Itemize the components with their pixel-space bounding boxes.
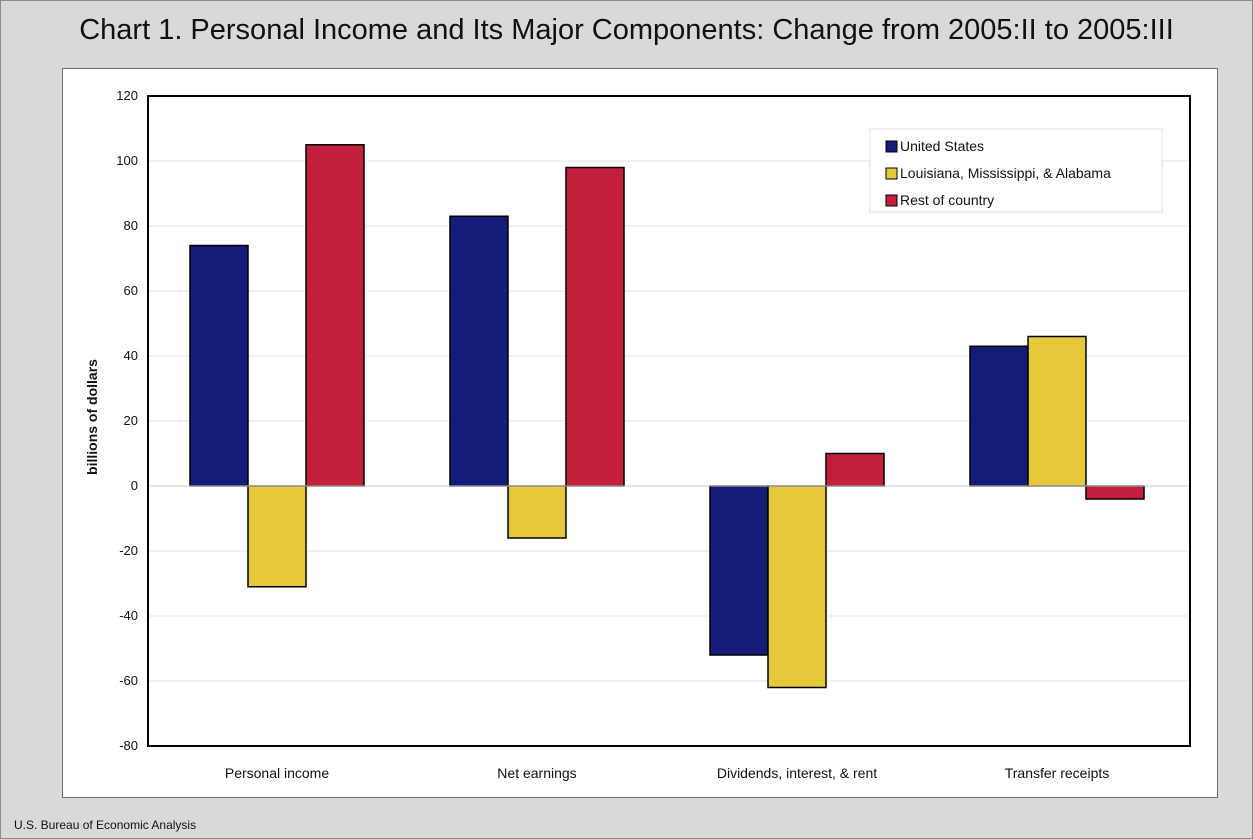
source-footer: U.S. Bureau of Economic Analysis	[14, 818, 197, 832]
y-tick-label: 80	[124, 218, 138, 233]
legend-swatch	[885, 167, 898, 180]
y-tick-label: -80	[119, 738, 138, 753]
bar	[1085, 485, 1145, 500]
x-category-label: Dividends, interest, & rent	[717, 765, 877, 781]
bar	[709, 485, 769, 656]
y-tick-label: -20	[119, 543, 138, 558]
bar	[825, 452, 885, 487]
y-tick-label: 120	[116, 88, 138, 103]
bar	[247, 485, 307, 588]
legend-label: Rest of country	[900, 192, 994, 208]
bar	[1027, 335, 1087, 487]
bar	[969, 345, 1029, 487]
legend-swatch	[885, 140, 898, 153]
x-category-label: Transfer receipts	[1005, 765, 1110, 781]
y-tick-label: 0	[131, 478, 138, 493]
y-tick-label: 60	[124, 283, 138, 298]
bar	[189, 244, 249, 487]
y-tick-label: -40	[119, 608, 138, 623]
y-tick-label: 40	[124, 348, 138, 363]
legend-label: United States	[900, 138, 984, 154]
y-axis-label: billions of dollars	[84, 359, 100, 475]
x-category-label: Net earnings	[497, 765, 576, 781]
bar	[507, 485, 567, 539]
bar	[767, 485, 827, 689]
plot-border	[147, 95, 1191, 747]
chart-title: Chart 1. Personal Income and Its Major C…	[79, 14, 1174, 46]
bar	[449, 215, 509, 487]
bar	[305, 144, 365, 487]
legend-label: Louisiana, Mississippi, & Alabama	[900, 165, 1111, 181]
x-category-label: Personal income	[225, 765, 329, 781]
y-tick-label: 100	[116, 153, 138, 168]
y-tick-label: -60	[119, 673, 138, 688]
y-tick-label: 20	[124, 413, 138, 428]
legend-box	[869, 128, 1163, 213]
bar	[565, 166, 625, 487]
legend-swatch	[885, 194, 898, 207]
